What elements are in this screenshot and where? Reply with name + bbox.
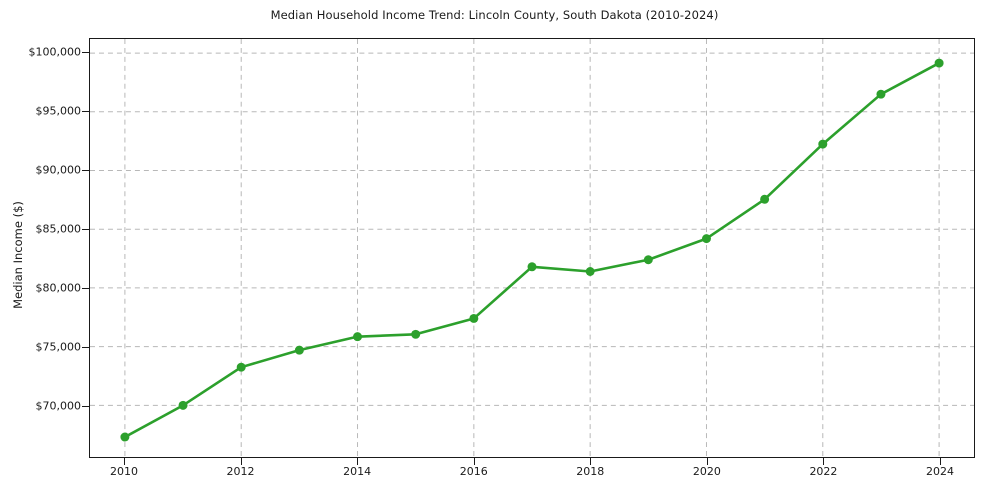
data-point-marker bbox=[760, 194, 770, 204]
x-axis-tick-mark bbox=[706, 458, 708, 465]
x-axis-tick-mark bbox=[940, 458, 942, 465]
x-axis-tick-label: 2016 bbox=[459, 465, 488, 478]
chart-title: Median Household Income Trend: Lincoln C… bbox=[270, 8, 719, 22]
data-point-marker bbox=[411, 329, 421, 339]
x-axis-tick-label: 2012 bbox=[226, 465, 255, 478]
data-point-marker bbox=[294, 345, 304, 355]
x-axis-tick-mark bbox=[473, 458, 475, 465]
y-axis-tick-mark bbox=[81, 170, 89, 172]
plot-area bbox=[89, 38, 975, 458]
y-axis-tick-label: $100,000 bbox=[28, 45, 82, 59]
y-axis-tick-labels: $70,000 $75,000 $80,000 $85,000 $90,000 $95,0… bbox=[0, 38, 82, 458]
y-axis-tick-mark bbox=[81, 111, 89, 113]
income-line-series bbox=[120, 58, 944, 442]
gridlines bbox=[90, 39, 974, 457]
y-axis-tick-mark bbox=[81, 288, 89, 290]
data-point-marker bbox=[818, 139, 828, 149]
data-point-marker bbox=[701, 234, 711, 244]
data-point-marker bbox=[236, 362, 246, 372]
x-axis-tick-label: 2020 bbox=[692, 465, 721, 478]
x-axis-tick-mark bbox=[590, 458, 592, 465]
data-point-marker bbox=[585, 267, 595, 276]
x-axis-tick-labels: 2010 2012 2014 2016 2018 2020 2022 2024 bbox=[89, 465, 975, 485]
data-point-marker bbox=[120, 432, 130, 442]
y-axis-tick-mark bbox=[81, 229, 89, 231]
data-point-marker bbox=[178, 400, 188, 410]
x-axis-tick-mark bbox=[123, 458, 125, 465]
data-point-marker bbox=[876, 89, 886, 99]
data-point-marker bbox=[643, 255, 653, 265]
y-axis-tick-label: $85,000 bbox=[35, 222, 82, 236]
x-axis-tick-mark bbox=[823, 458, 825, 465]
data-point-marker bbox=[353, 332, 363, 342]
y-axis-tick-label: $90,000 bbox=[35, 163, 82, 177]
y-axis-tick-label: $80,000 bbox=[35, 281, 82, 295]
x-axis-tick-mark bbox=[357, 458, 359, 465]
y-axis-tick-mark bbox=[81, 347, 89, 349]
data-point-marker bbox=[469, 313, 479, 323]
y-axis-tick-label: $75,000 bbox=[35, 340, 82, 354]
y-axis-tick-label: $95,000 bbox=[35, 104, 82, 118]
x-axis-tick-label: 2014 bbox=[343, 465, 372, 478]
y-axis-tick-label: $70,000 bbox=[35, 399, 82, 413]
x-axis-tick-label: 2010 bbox=[109, 465, 138, 478]
x-axis-tick-label: 2018 bbox=[576, 465, 605, 478]
data-point-marker bbox=[934, 58, 944, 68]
income-trend-line bbox=[123, 61, 941, 439]
x-axis-tick-label: 2022 bbox=[809, 465, 838, 478]
x-axis-tick-mark bbox=[240, 458, 242, 465]
x-axis-tick-label: 2024 bbox=[926, 465, 955, 478]
data-point-marker bbox=[527, 262, 537, 272]
y-axis-tick-mark bbox=[81, 52, 89, 54]
y-axis-tick-mark bbox=[81, 406, 89, 408]
